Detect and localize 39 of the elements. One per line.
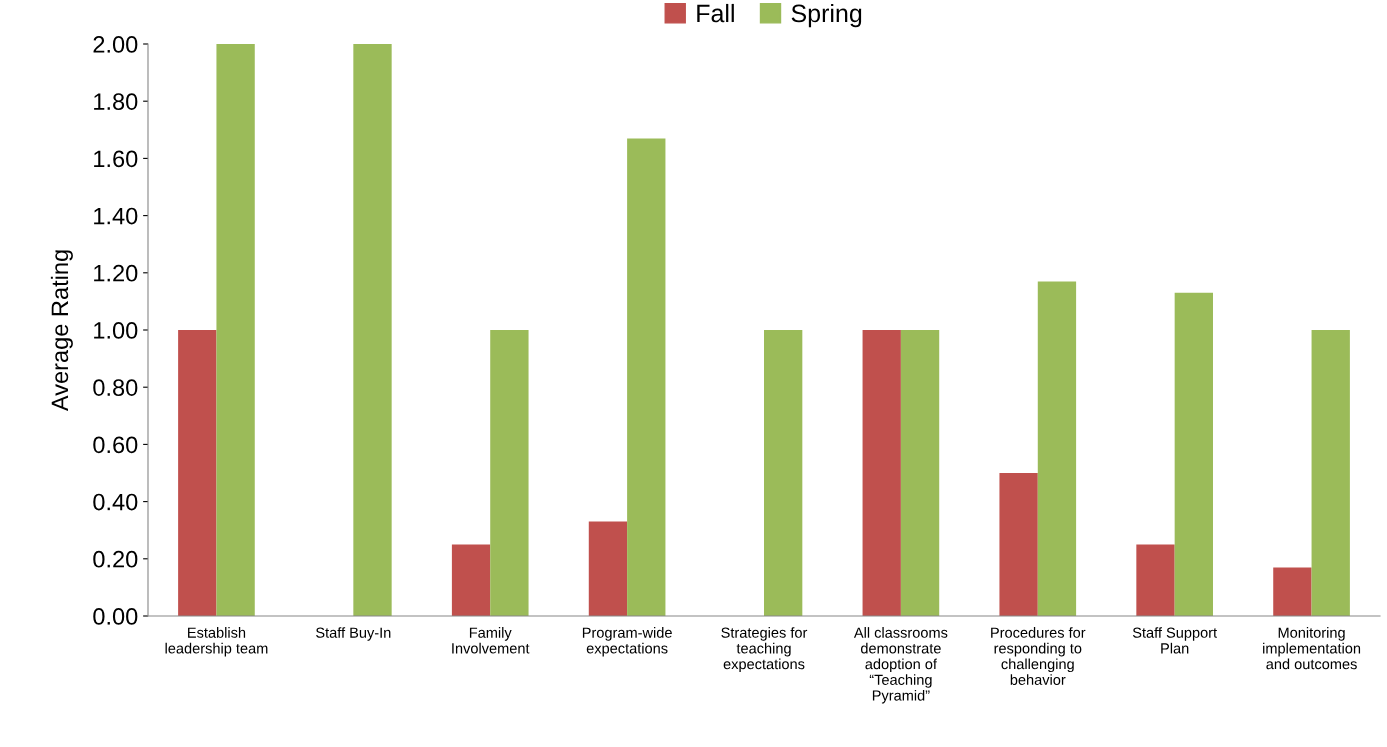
x-tick-label: Program-wide expectations (582, 627, 672, 657)
y-tick-label: 2.00 (93, 36, 138, 53)
bar (1311, 330, 1350, 616)
bar (862, 330, 901, 616)
bar (999, 473, 1038, 616)
y-tick-label: 1.80 (94, 93, 138, 110)
x-tick-label: Monitoring implementation and outcomes (1263, 627, 1361, 670)
bar (353, 44, 392, 616)
bar (1174, 292, 1213, 616)
y-tick-label: 1.00 (94, 322, 138, 339)
bar (216, 44, 255, 616)
x-tick-label: Procedures for responding to challenging behavior (991, 627, 1086, 685)
y-tick-label: 0.60 (93, 436, 138, 454)
x-tick-label: Staff Buy-In (316, 627, 391, 641)
x-tick-label: All classrooms demonstrate adoption of “Teaching Pyramid” (853, 627, 948, 704)
bar (1037, 281, 1077, 616)
legend-label: Spring (791, 3, 862, 28)
bar (764, 330, 803, 616)
x-tick-label: Family Involvement (452, 627, 530, 654)
bar (451, 544, 491, 616)
bar (1136, 544, 1175, 616)
x-tick-label: Staff Support Plan (1132, 627, 1217, 654)
x-tick-label: Establish leadership team (165, 627, 268, 657)
bar (588, 521, 628, 616)
y-tick-label: 1.40 (94, 207, 138, 225)
y-axis-title: Average Rating (50, 250, 73, 412)
bar (627, 138, 666, 616)
bar (900, 330, 940, 616)
bar (490, 330, 529, 616)
y-tick-label: 0.80 (93, 379, 138, 396)
legend-label: Fall (697, 3, 734, 23)
y-tick-label: 1.60 (94, 150, 138, 168)
y-tick-label: 1.20 (94, 264, 138, 282)
y-tick-label: 0.00 (93, 608, 138, 625)
bar (1273, 567, 1312, 616)
y-tick-label: 0.40 (93, 493, 138, 511)
y-tick-label: 0.20 (93, 550, 138, 568)
x-tick-label: Strategies for teaching expectations (721, 627, 808, 673)
bar (178, 330, 217, 616)
